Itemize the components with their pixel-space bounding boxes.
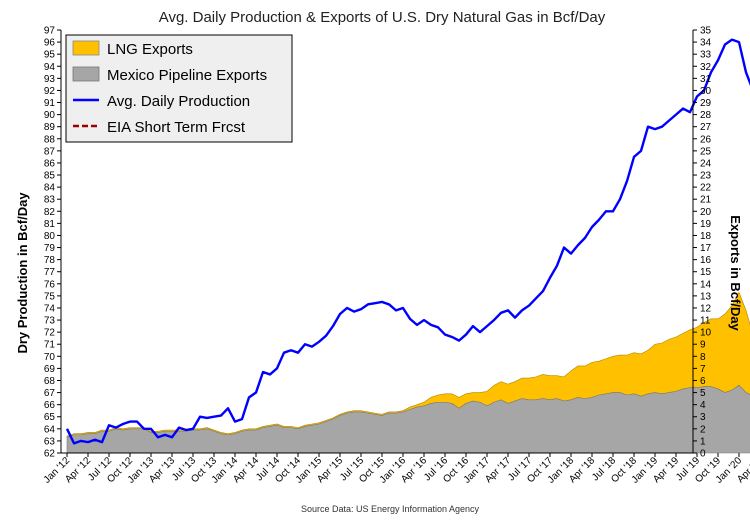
right-tick-label: 16 [700, 255, 712, 266]
left-tick-label: 72 [44, 328, 56, 339]
left-tick-label: 66 [44, 400, 56, 411]
left-tick-label: 74 [44, 303, 56, 314]
right-tick-label: 23 [700, 171, 712, 182]
right-axis-label: Exports in Bcf/Day [728, 215, 743, 331]
mexico-exports-area [66, 384, 750, 454]
left-tick-label: 63 [44, 436, 56, 447]
right-tick-label: 10 [700, 328, 712, 339]
left-tick-label: 65 [44, 412, 56, 423]
right-tick-label: 20 [700, 207, 712, 218]
legend-box [65, 34, 293, 143]
left-tick-label: 62 [44, 449, 56, 460]
left-tick-label: 76 [44, 279, 56, 290]
right-tick-label: 6 [700, 376, 706, 387]
left-tick-label: 88 [44, 134, 56, 145]
left-tick-label: 75 [44, 291, 56, 302]
series-lines [65, 38, 750, 445]
right-tick-label: 2 [700, 424, 706, 435]
left-tick-label: 80 [44, 231, 56, 242]
right-tick-label: 33 [700, 50, 712, 61]
left-tick-label: 94 [44, 62, 56, 73]
right-tick-label: 5 [700, 388, 706, 399]
right-tick-label: 31 [700, 74, 712, 85]
left-tick-label: 89 [44, 122, 56, 133]
right-tick-label: 4 [700, 400, 706, 411]
right-tick-label: 15 [700, 267, 712, 278]
left-tick-label: 83 [44, 195, 56, 206]
right-tick-label: 21 [700, 195, 712, 206]
right-tick-label: 13 [700, 291, 712, 302]
left-tick-label: 69 [44, 364, 56, 375]
left-tick-label: 90 [44, 110, 56, 121]
right-tick-label: 11 [700, 316, 711, 327]
left-tick-label: 87 [44, 146, 56, 157]
left-tick-label: 70 [44, 352, 56, 363]
legend-label-production: Avg. Daily Production [107, 93, 250, 110]
right-y-ticks: 0123456789101112131415161718192021222324… [693, 26, 712, 460]
axes [60, 30, 694, 454]
right-tick-label: 28 [700, 110, 712, 121]
right-tick-label: 25 [700, 146, 712, 157]
left-tick-label: 95 [44, 50, 56, 61]
left-tick-label: 92 [44, 86, 56, 97]
right-tick-label: 14 [700, 279, 712, 290]
left-tick-label: 97 [44, 26, 56, 37]
legend-swatch-mexico [72, 66, 100, 82]
left-tick-label: 93 [44, 74, 56, 85]
right-tick-label: 34 [700, 38, 712, 49]
right-tick-label: 9 [700, 340, 706, 351]
left-axis-label: Dry Production in Bcf/Day [15, 192, 30, 354]
left-tick-label: 71 [44, 340, 56, 351]
right-tick-label: 26 [700, 134, 712, 145]
production-line [65, 38, 750, 445]
right-tick-label: 18 [700, 231, 712, 242]
left-tick-label: 68 [44, 376, 56, 387]
left-tick-label: 77 [44, 267, 56, 278]
right-tick-label: 3 [700, 412, 706, 423]
legend-swatch-lng [72, 40, 100, 56]
right-tick-label: 0 [700, 449, 706, 460]
left-tick-label: 82 [44, 207, 56, 218]
left-tick-label: 78 [44, 255, 56, 266]
right-tick-label: 32 [700, 62, 712, 73]
right-tick-label: 22 [700, 183, 712, 194]
left-tick-label: 84 [44, 183, 56, 194]
export-areas [66, 291, 750, 454]
left-tick-label: 67 [44, 388, 56, 399]
right-tick-label: 19 [700, 219, 712, 230]
left-tick-label: 73 [44, 316, 56, 327]
source-note: Source Data: US Energy Information Agenc… [301, 504, 480, 514]
right-tick-label: 12 [700, 303, 712, 314]
left-tick-label: 91 [44, 98, 56, 109]
left-tick-label: 86 [44, 158, 56, 169]
right-tick-label: 17 [700, 243, 712, 254]
legend: LNG Exports Mexico Pipeline Exports Avg.… [65, 34, 293, 143]
left-tick-label: 96 [44, 38, 56, 49]
left-tick-label: 81 [44, 219, 56, 230]
left-tick-label: 79 [44, 243, 56, 254]
right-tick-label: 35 [700, 26, 712, 37]
left-tick-label: 85 [44, 171, 56, 182]
legend-label-mexico: Mexico Pipeline Exports [107, 67, 267, 84]
left-tick-label: 64 [44, 424, 56, 435]
right-tick-label: 8 [700, 352, 706, 363]
legend-label-lng: LNG Exports [107, 41, 193, 58]
right-tick-label: 24 [700, 158, 712, 169]
right-tick-label: 1 [700, 436, 706, 447]
legend-label-forecast: EIA Short Term Frcst [107, 119, 246, 136]
chart-title: Avg. Daily Production & Exports of U.S. … [159, 9, 606, 26]
right-tick-label: 30 [700, 86, 712, 97]
right-tick-label: 7 [700, 364, 706, 375]
right-tick-label: 29 [700, 98, 712, 109]
right-tick-label: 27 [700, 122, 712, 133]
